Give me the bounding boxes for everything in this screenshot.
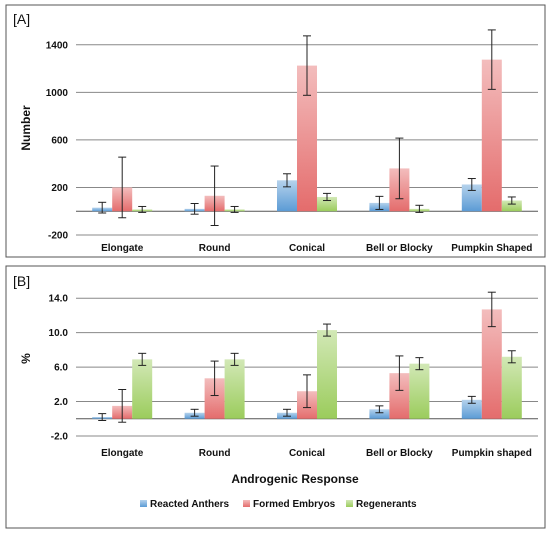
panel-b-error-bar [210,360,219,397]
panel-b-error-bar [395,355,404,391]
panel-b-error-bar [138,352,147,366]
panel-b-error-bar [415,357,424,371]
legend: Reacted Anthers Formed Embryos Regenerants [140,499,417,510]
panel-b-bar-formed-embryos [389,373,410,419]
panel-b-error-bar [190,408,199,417]
panel-b-y-tick-label: -2.0 [51,432,69,443]
panel-a-error-bar [118,156,127,219]
panel-a-error-bar [507,196,516,205]
panel-b-bar-regenerants [224,359,245,419]
panel-a-bar-reacted-anthers [461,184,482,212]
panel-a-error-bar [230,205,239,213]
panel-a-frame [5,4,546,258]
legend-label-formed-embryos: Formed Embryos [253,499,336,510]
panel-a-error-bar [190,202,199,215]
panel-a-bar-regenerants [317,196,337,212]
panel-a-category-label: Round [199,243,231,254]
panel-a-plot: -200 200 600 1000 1400 Elongate Round Conical Be… [46,29,538,254]
panel-b-error-bar [467,395,476,404]
panel-a-bar-formed-embryos [297,65,317,212]
panel-a-error-bar [487,29,496,90]
panel-b-bar-formed-embryos [204,378,225,419]
panel-b-bar-regenerants [409,363,430,419]
panel-b-bar-regenerants [501,356,522,419]
panel-a-category-label: Bell or Blocky [366,243,433,254]
panel-b-category-label: Round [199,448,231,459]
panel-b-error-bar [98,413,107,421]
panel-b-label: [B] [13,273,30,289]
panel-b-bar-regenerants [317,330,337,419]
panel-a-error-bar [323,192,331,202]
panel-a-y-tick-label: 200 [51,183,68,194]
panel-a-error-bar [467,178,476,191]
panel-a-bar-formed-embryos [481,59,502,212]
panel-b-frame [5,265,546,529]
panel-b-y-tick-label: 14.0 [49,294,69,305]
panel-b-error-bar [375,405,384,414]
panel-b-category-label: Conical [289,448,325,459]
panel-b-y-tick-label: 6.0 [54,363,68,374]
panel-a-error-bar [375,195,384,210]
panel-b-category-label: Elongate [101,448,144,459]
legend-swatch-formed-embryos [243,500,250,507]
panel-b-bar-regenerants [132,359,153,419]
panel-b-error-bar [323,323,331,337]
panel-b-y-axis-label: % [19,353,33,364]
panel-a-y-tick-label: 1400 [46,40,69,51]
panel-b-error-bar [230,352,239,366]
panel-a-error-bar [210,165,219,226]
legend-swatch-regenerants [346,500,353,507]
panel-b-plot: -2.0 2.0 6.0 10.0 14.0 Elongate Round Conical Be… [49,291,538,459]
panel-a-error-bar [283,173,291,188]
panel-b-error-bar [487,291,496,328]
panel-a-category-label: Elongate [101,243,144,254]
panel-a-error-bar [138,205,147,213]
panel-a-error-bar [415,204,424,213]
panel-a-bar-regenerants [501,200,522,212]
panel-a-error-bar [395,137,404,200]
panel-b-bar-formed-embryos [481,309,502,419]
panel-b-category-label: Bell or Blocky [366,448,433,459]
panel-a-category-label: Conical [289,243,325,254]
panel-a-y-tick-label: -200 [48,231,68,242]
panel-a-category-label: Pumpkin Shaped [451,243,532,254]
panel-b-y-tick-label: 2.0 [54,397,68,408]
panel-b-error-bar [283,408,291,417]
panel-b-error-bar [303,374,311,409]
legend-label-regenerants: Regenerants [356,499,417,510]
panel-a-error-bar [98,201,107,214]
panel-b-bar-reacted-anthers [461,399,482,419]
panel-b-x-axis-label: Androgenic Response [231,472,359,486]
panel-a-error-bar [303,35,311,96]
panel-a-y-axis-label: Number [19,105,33,151]
legend-label-reacted-anthers: Reacted Anthers [150,499,230,510]
panel-a-y-tick-label: 1000 [46,88,69,99]
legend-swatch-reacted-anthers [140,500,147,507]
panel-b-y-tick-label: 10.0 [49,328,69,339]
panel-b-error-bar [507,350,516,364]
panel-b-category-label: Pumpkin shaped [452,448,532,459]
panel-a-y-tick-label: 600 [51,135,68,146]
panel-b-bar-reacted-anthers [369,409,390,419]
panel-a-bar-reacted-anthers [277,180,297,212]
panel-b-error-bar [118,389,127,423]
panel-a-label: [A] [13,11,30,27]
